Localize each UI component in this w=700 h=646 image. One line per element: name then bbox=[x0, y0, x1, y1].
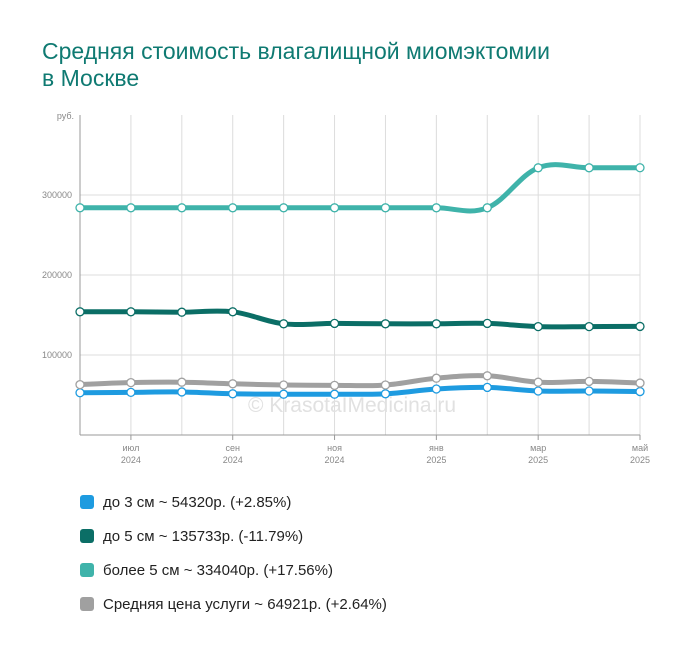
data-point bbox=[431, 384, 442, 394]
legend-item[interactable]: более 5 см ~ 334040р. (+17.56%) bbox=[80, 553, 387, 587]
series-line bbox=[77, 373, 643, 389]
data-point bbox=[380, 203, 391, 213]
data-point bbox=[177, 203, 187, 213]
x-axis-ticks: июл 2024 сен 2024 ноя 2024 янв 2025 мар 2025 май 20… bbox=[121, 435, 650, 465]
data-point bbox=[431, 373, 442, 383]
data-point bbox=[329, 389, 340, 399]
legend-item[interactable]: до 5 см ~ 135733р. (-11.79%) bbox=[80, 519, 387, 553]
legend-item[interactable]: до 3 см ~ 54320р. (+2.85%) bbox=[80, 485, 387, 519]
data-point bbox=[380, 319, 391, 329]
series-group bbox=[75, 382, 645, 399]
series-lines bbox=[75, 162, 645, 399]
legend: до 3 см ~ 54320р. (+2.85%) до 5 см ~ 135… bbox=[80, 485, 387, 621]
x-tick-label-year: 2024 bbox=[121, 455, 141, 465]
data-point bbox=[75, 388, 85, 398]
x-tick-label-year: 2025 bbox=[528, 455, 548, 465]
data-point bbox=[278, 389, 289, 399]
data-point bbox=[635, 378, 645, 388]
data-point bbox=[584, 376, 594, 387]
x-tick-label-month: май bbox=[632, 443, 648, 453]
legend-label: более 5 см ~ 334040р. (+17.56%) bbox=[103, 561, 333, 579]
x-tick-label-month: июл bbox=[122, 443, 139, 453]
data-point bbox=[482, 371, 492, 381]
legend-label: Средняя цена услуги ~ 64921р. (+2.64%) bbox=[103, 595, 387, 613]
data-point bbox=[635, 386, 645, 397]
data-point bbox=[482, 382, 492, 393]
data-point bbox=[177, 377, 187, 387]
legend-label: до 5 см ~ 135733р. (-11.79%) bbox=[103, 527, 304, 545]
x-tick-label-month: сен bbox=[225, 443, 240, 453]
legend-swatch bbox=[80, 563, 94, 577]
x-tick-label-month: мар bbox=[530, 443, 546, 453]
data-point bbox=[482, 318, 492, 329]
data-point bbox=[533, 163, 543, 173]
x-tick-label-month: янв bbox=[429, 443, 444, 453]
data-point bbox=[228, 307, 238, 317]
data-point bbox=[380, 389, 391, 399]
watermark: © KrasotaIMedicina.ru bbox=[248, 394, 456, 417]
data-point bbox=[329, 380, 340, 391]
data-point bbox=[635, 321, 645, 332]
data-point bbox=[228, 379, 238, 389]
series-line bbox=[77, 308, 643, 330]
x-tick-label-year: 2025 bbox=[630, 455, 650, 465]
data-point bbox=[177, 387, 187, 397]
series-group bbox=[75, 371, 645, 391]
legend-swatch bbox=[80, 495, 94, 509]
data-point bbox=[126, 377, 136, 388]
data-point bbox=[584, 163, 594, 173]
data-point bbox=[228, 389, 238, 399]
y-tick-label: 100000 bbox=[42, 350, 72, 360]
y-axis-ticks: 100000 200000 300000 руб. bbox=[42, 111, 74, 360]
data-point bbox=[75, 307, 85, 317]
data-point bbox=[431, 203, 442, 213]
data-point bbox=[482, 203, 492, 213]
series-group bbox=[75, 162, 645, 214]
data-point bbox=[75, 203, 85, 213]
data-point bbox=[380, 380, 391, 390]
data-point bbox=[177, 307, 187, 317]
data-point bbox=[278, 380, 289, 390]
x-tick-label-year: 2024 bbox=[325, 455, 345, 465]
line-chart: 100000 200000 300000 руб. июл 2024 сен 2024 ноя… bbox=[42, 111, 650, 465]
data-point bbox=[635, 163, 645, 173]
y-tick-label: 300000 bbox=[42, 190, 72, 200]
chart-title: Средняя стоимость влагалищной миомэктоми… bbox=[42, 38, 662, 92]
data-point bbox=[75, 379, 85, 390]
data-point bbox=[126, 203, 136, 213]
y-tick-label: 200000 bbox=[42, 270, 72, 280]
data-point bbox=[278, 203, 289, 213]
data-point bbox=[126, 307, 136, 317]
series-line bbox=[77, 384, 643, 397]
x-tick-label-year: 2025 bbox=[426, 455, 446, 465]
data-point bbox=[329, 318, 340, 329]
data-point bbox=[431, 319, 442, 329]
series-group bbox=[75, 307, 645, 332]
x-tick-label-month: ноя bbox=[327, 443, 342, 453]
data-point bbox=[533, 321, 543, 332]
legend-swatch bbox=[80, 597, 94, 611]
chart-title-line-1: Средняя стоимость влагалищной миомэктоми… bbox=[42, 38, 550, 64]
data-point bbox=[533, 386, 543, 396]
data-point bbox=[584, 321, 594, 332]
x-tick-label-year: 2024 bbox=[223, 455, 243, 465]
legend-swatch bbox=[80, 529, 94, 543]
data-point bbox=[584, 386, 594, 396]
data-point bbox=[329, 203, 340, 213]
data-point bbox=[533, 377, 543, 387]
y-axis-label: руб. bbox=[57, 111, 74, 121]
series-line bbox=[77, 162, 643, 214]
legend-item[interactable]: Средняя цена услуги ~ 64921р. (+2.64%) bbox=[80, 587, 387, 621]
data-point bbox=[228, 203, 238, 213]
chart-title-line-2: в Москве bbox=[42, 65, 140, 91]
legend-label: до 3 см ~ 54320р. (+2.85%) bbox=[103, 493, 292, 511]
data-point bbox=[126, 387, 136, 398]
data-point bbox=[278, 319, 289, 329]
